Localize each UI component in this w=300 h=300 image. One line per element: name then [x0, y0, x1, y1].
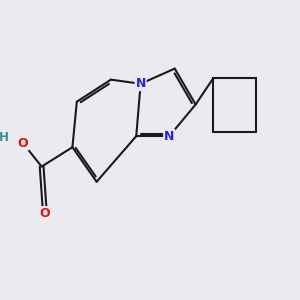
- Text: N: N: [164, 130, 174, 143]
- Text: O: O: [18, 136, 28, 150]
- Text: O: O: [40, 207, 50, 220]
- Text: N: N: [135, 77, 146, 90]
- Text: H: H: [0, 131, 9, 144]
